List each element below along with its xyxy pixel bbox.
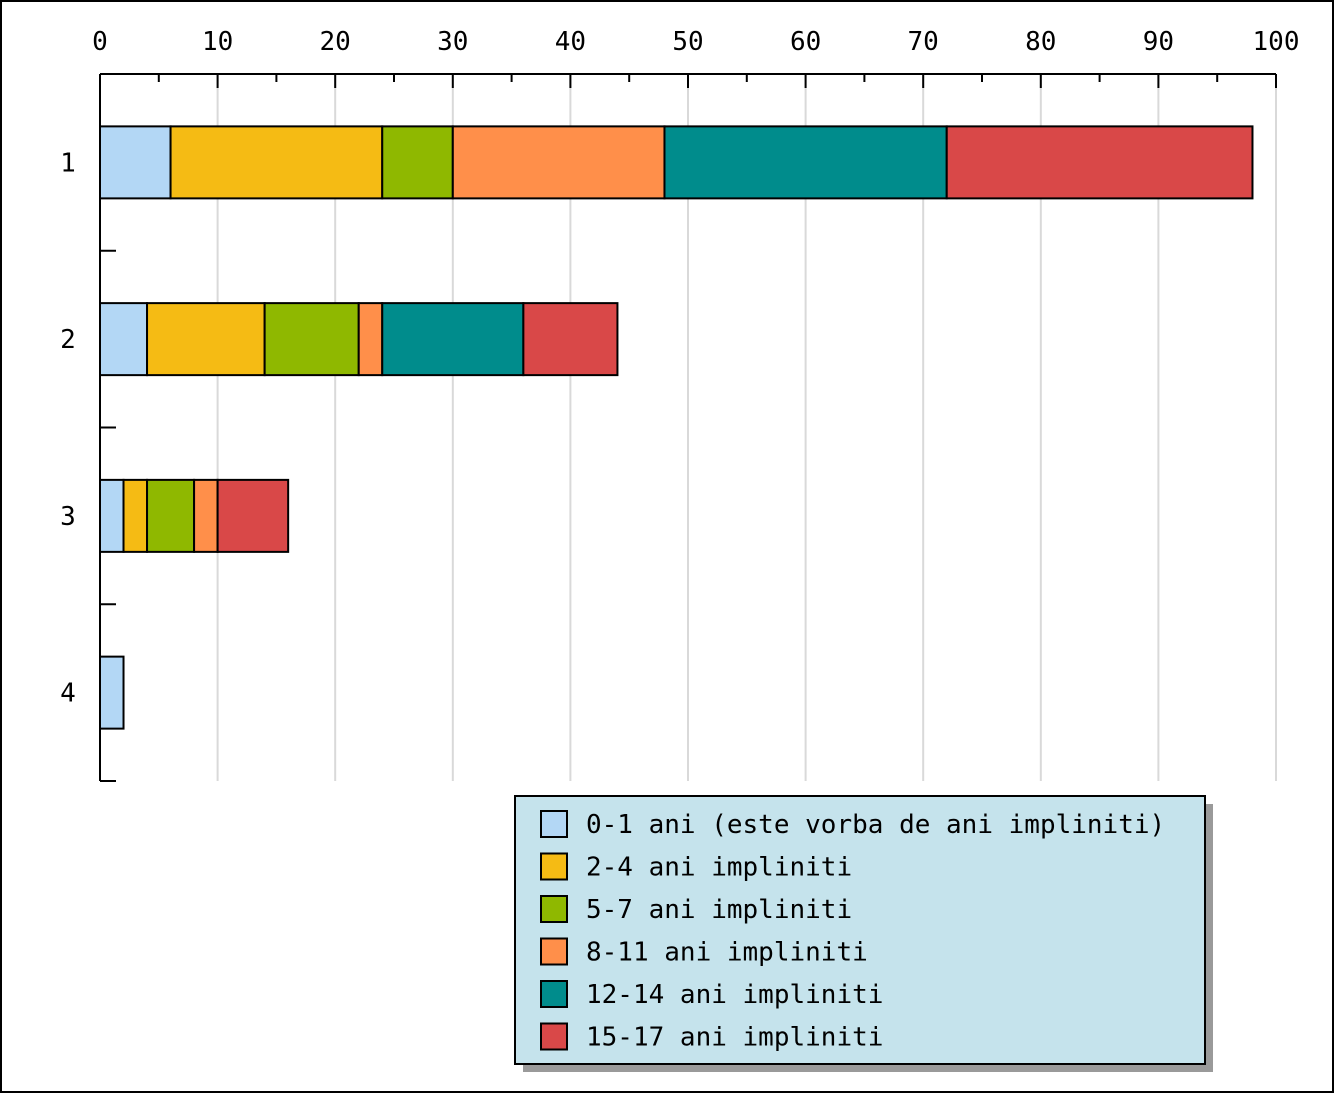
bar-segment xyxy=(218,480,289,552)
x-tick-label: 30 xyxy=(437,27,468,57)
bar-segment xyxy=(523,303,617,375)
x-tick-label: 100 xyxy=(1253,27,1300,57)
x-tick-label: 40 xyxy=(555,27,586,57)
bar-segment xyxy=(100,657,124,729)
legend-swatch xyxy=(541,896,567,922)
bars xyxy=(100,126,1252,728)
bar-segment xyxy=(382,126,453,198)
legend-label: 8-11 ani impliniti xyxy=(586,938,868,968)
bar-segment xyxy=(100,480,124,552)
bar-segment xyxy=(100,126,171,198)
y-tick-label: 1 xyxy=(60,148,76,178)
bar-segment xyxy=(664,126,946,198)
bar-segment xyxy=(147,480,194,552)
bar-segment xyxy=(171,126,383,198)
legend-label: 15-17 ani impliniti xyxy=(586,1023,883,1053)
y-tick-label: 2 xyxy=(60,325,76,355)
bar-segment xyxy=(947,126,1253,198)
x-tick-label: 0 xyxy=(92,27,108,57)
legend-swatch xyxy=(541,811,567,837)
x-axis-ticks: 0 10 20 30 40 50 60 70 80 90 100 xyxy=(92,27,1299,88)
legend-swatch xyxy=(541,939,567,965)
legend-label: 5-7 ani impliniti xyxy=(586,895,852,925)
x-tick-label: 70 xyxy=(908,27,939,57)
x-tick-label: 50 xyxy=(672,27,703,57)
x-tick-label: 20 xyxy=(320,27,351,57)
bar-segment xyxy=(359,303,383,375)
y-tick-label: 4 xyxy=(60,679,76,709)
legend-label: 2-4 ani impliniti xyxy=(586,853,852,883)
legend-swatch xyxy=(541,981,567,1007)
bar-segment xyxy=(453,126,665,198)
bar-segment xyxy=(194,480,218,552)
legend-swatch xyxy=(541,1024,567,1050)
bar-segment xyxy=(147,303,265,375)
legend-label: 12-14 ani impliniti xyxy=(586,980,883,1010)
y-tick-label: 3 xyxy=(60,502,76,532)
x-tick-label: 10 xyxy=(202,27,233,57)
x-tick-label: 80 xyxy=(1025,27,1056,57)
x-tick-label: 90 xyxy=(1143,27,1174,57)
legend: 0-1 ani (este vorba de ani impliniti) 2-4… xyxy=(515,796,1213,1072)
bar-segment xyxy=(100,303,147,375)
bar-segment xyxy=(124,480,148,552)
legend-swatch xyxy=(541,854,567,880)
legend-label: 0-1 ani (este vorba de ani impliniti) xyxy=(586,810,1165,840)
bar-segment xyxy=(265,303,359,375)
x-tick-label: 60 xyxy=(790,27,821,57)
bar-segment xyxy=(382,303,523,375)
